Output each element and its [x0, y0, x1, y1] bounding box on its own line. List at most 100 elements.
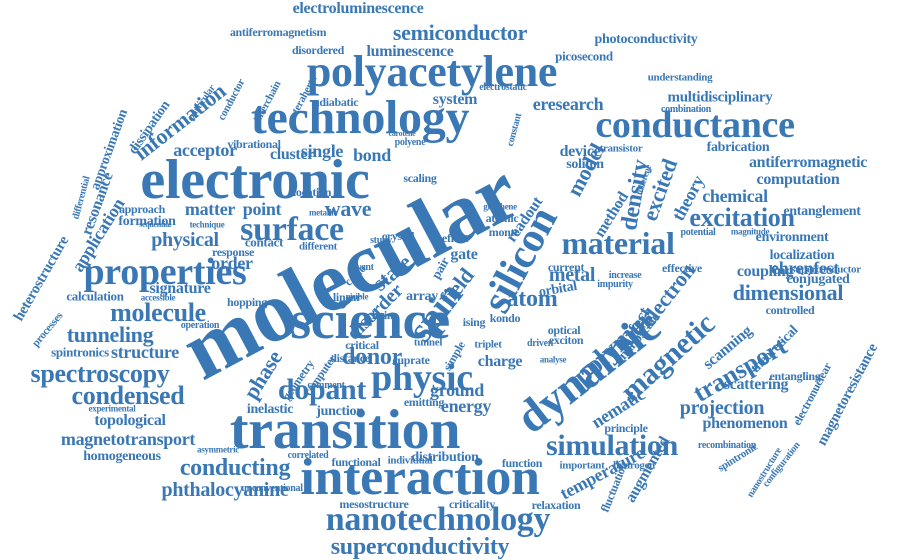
word-technique: technique [189, 219, 225, 230]
word-metal: metal [548, 264, 596, 286]
word-electroluminescence: electroluminescence [292, 0, 424, 17]
word-hopping: hopping [227, 295, 267, 309]
word-chain: chain [366, 308, 394, 322]
word-processes: processes [29, 310, 66, 350]
word-orbital: orbital [537, 278, 579, 301]
word-coupling: coupling [736, 263, 794, 280]
word-tunnel: tunnel [413, 336, 443, 349]
word-experimental: experimental [88, 403, 136, 414]
word-spintronics: spintronics [51, 344, 109, 360]
word-order: order [211, 253, 253, 273]
word-metallic: metallic [308, 207, 338, 218]
word-antiferromagnetic: antiferromagnetic [748, 154, 868, 171]
word-heterostructure: heterostructure [10, 233, 73, 324]
word-conjugated: conjugated [786, 272, 850, 287]
word-point: point [242, 199, 282, 219]
word-sequential: sequential [139, 220, 171, 229]
word-chemical: chemical [702, 186, 768, 206]
word-excitation: excitation [689, 203, 795, 232]
word-relaxation: relaxation [531, 498, 581, 512]
word-exciton: exciton [548, 333, 584, 347]
word-correlated: correlated [287, 450, 329, 461]
word-conductance: conductance [595, 104, 795, 146]
word-science: science [290, 290, 450, 350]
word-contact: contact [244, 234, 284, 250]
word-approach: approach [118, 202, 166, 216]
word-principle: principle [604, 421, 648, 435]
word-signature: signature [149, 280, 211, 297]
word-cluster: cluster [269, 146, 315, 163]
word-triplet: triplet [474, 338, 502, 351]
word-localization: localization [769, 248, 835, 263]
word-electrostatic: electrostatic [479, 82, 527, 93]
word-acceptor: acceptor [173, 140, 237, 160]
word-dimensional: dimensional [732, 280, 844, 305]
word-transition: transition [229, 399, 461, 461]
word-energy: energy [440, 396, 492, 416]
word-material: material [561, 225, 675, 261]
word-simulation: simulation [545, 429, 679, 462]
word-physic: physic [371, 357, 473, 399]
word-impurity: impurity [597, 279, 633, 290]
word-understanding: understanding [647, 71, 713, 84]
word-vibrational: vibrational [227, 137, 281, 151]
word-polyene: polyene [394, 137, 426, 148]
word-graphene: graphene [483, 201, 517, 212]
word-important: important [559, 459, 605, 472]
word-unconventional: unconventional [241, 483, 303, 494]
word-charge: charge [477, 353, 523, 370]
word-junction: junction [316, 404, 364, 419]
word-increase: increase [608, 270, 642, 281]
word-gate: gate [450, 246, 478, 263]
word-superconductivity: superconductivity [330, 534, 510, 560]
word-physical: physical [151, 229, 219, 251]
word-hydrogen: hydrogen [612, 459, 656, 472]
word-formation: formation [118, 214, 176, 229]
word-linear: linear [332, 290, 362, 304]
word-surface: surface [240, 211, 344, 248]
word-computation: computation [756, 171, 840, 188]
word-atom: atom [506, 286, 558, 312]
word-kondo: kondo [489, 311, 521, 325]
word-entangling: entangling [769, 369, 821, 383]
word-picosecond: picosecond [555, 48, 613, 64]
word-photoconductivity: photoconductivity [594, 32, 698, 47]
word-accessible: accessible [140, 292, 176, 303]
word-magnetoresistance: magnetoresistance [813, 341, 882, 449]
word-array: array [406, 289, 438, 304]
word-potential: potential [680, 227, 716, 238]
word-distance: distance [330, 351, 370, 365]
word-soliton: soliton [566, 157, 604, 172]
word-study: study [370, 235, 392, 246]
word-distribution: distribution [411, 450, 479, 465]
word-structure: structure [111, 342, 179, 362]
word-properties: properties [83, 251, 247, 293]
word-driven: driven [527, 338, 553, 349]
word-adiabatic: adiabatic [313, 95, 359, 109]
word-technology: technology [250, 91, 470, 144]
word-entanglement: entanglement [783, 204, 861, 219]
word-disordered: disordered [291, 43, 345, 57]
word-spectroscopy: spectroscopy [30, 359, 170, 388]
word-controlled: controlled [765, 303, 815, 317]
word-projection: projection [679, 397, 765, 419]
word-ground: ground [430, 380, 484, 400]
word-electronic: electronic [140, 149, 370, 211]
word-different: different [298, 240, 338, 253]
word-topological: topological [94, 412, 166, 429]
word-environment: environment [755, 230, 829, 245]
word-fabrication: fabrication [706, 140, 770, 155]
word-matter: matter [184, 199, 236, 219]
word-dopant: dopant [277, 373, 367, 406]
word-homogeneous: homogeneous [83, 449, 161, 464]
word-comment: comment [307, 380, 345, 391]
word-phthalocyanine: phthalocyanine [161, 479, 289, 501]
word-mesostructure: mesostructure [339, 497, 409, 511]
word-combination: combination [660, 104, 712, 115]
word-critical: critical [345, 338, 379, 352]
word-semiconductor: semiconductor [392, 20, 528, 45]
word-constant: constant [504, 112, 525, 148]
word-antiferromagnetism: antiferromagnetism [229, 25, 327, 39]
word-emitting: emitting [403, 395, 445, 409]
word-visible: visible [345, 291, 369, 302]
